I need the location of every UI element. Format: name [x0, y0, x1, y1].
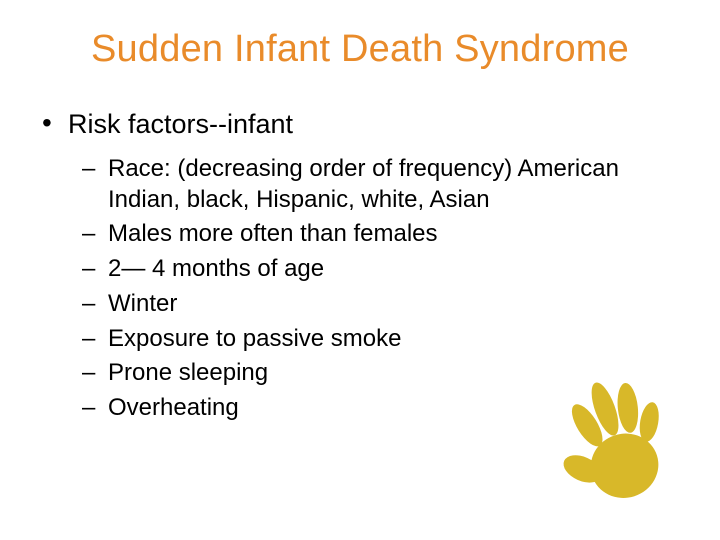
bullet-l2-text: Race: (decreasing order of frequency) Am… — [108, 155, 619, 213]
slide-title: Sudden Infant Death Syndrome — [30, 28, 690, 71]
bullet-level2: Winter — [82, 289, 690, 320]
bullet-level2: Race: (decreasing order of frequency) Am… — [82, 154, 690, 215]
bullet-l2-text: Males more often than females — [108, 220, 438, 247]
handprint-icon — [548, 366, 698, 516]
bullet-l2-text: 2— 4 months of age — [108, 255, 324, 282]
bullet-l2-text: Winter — [108, 290, 177, 317]
bullet-l2-text: Overheating — [108, 394, 239, 421]
bullet-l1-text: Risk factors--infant — [68, 109, 293, 139]
slide-container: Sudden Infant Death Syndrome Risk factor… — [0, 0, 720, 540]
bullet-level2: Males more often than females — [82, 219, 690, 250]
bullet-l2-text: Exposure to passive smoke — [108, 325, 401, 352]
bullet-level2: 2— 4 months of age — [82, 254, 690, 285]
bullet-level1: Risk factors--infant — [42, 109, 690, 140]
bullet-level2: Exposure to passive smoke — [82, 324, 690, 355]
bullet-l2-text: Prone sleeping — [108, 359, 268, 386]
